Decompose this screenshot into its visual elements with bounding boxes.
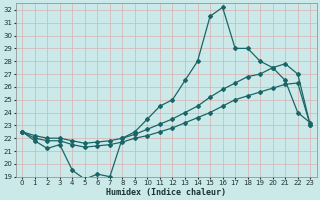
X-axis label: Humidex (Indice chaleur): Humidex (Indice chaleur) xyxy=(106,188,226,197)
